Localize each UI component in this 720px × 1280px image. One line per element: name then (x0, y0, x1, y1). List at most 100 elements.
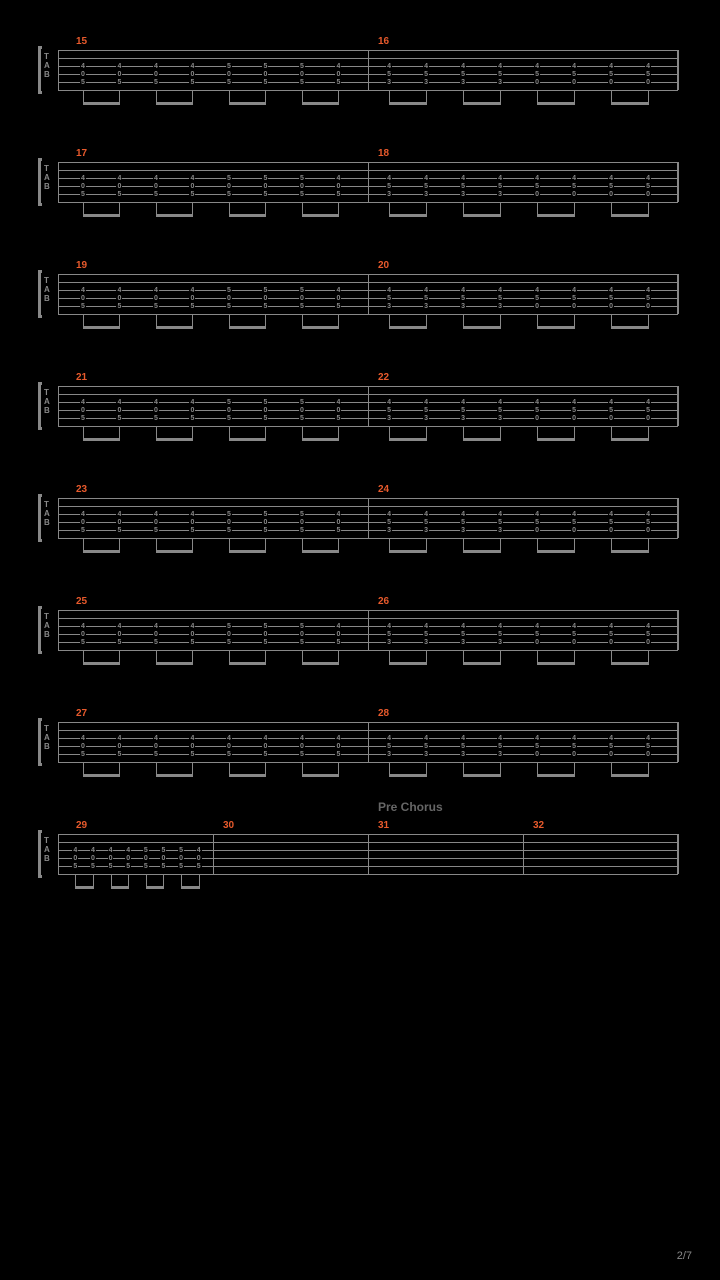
fret-number: 5 (386, 743, 392, 750)
beam (537, 214, 575, 217)
fret-number: 5 (262, 63, 268, 70)
fret-number: 4 (226, 735, 232, 742)
fret-number: 5 (178, 847, 184, 854)
barline (677, 386, 679, 426)
fret-number: 4 (335, 399, 341, 406)
beam (389, 214, 427, 217)
beam (389, 550, 427, 553)
barline (677, 834, 679, 874)
tab-system: 2324TAB405405405405505505505405453453453… (58, 498, 678, 538)
fret-number: 0 (90, 855, 96, 862)
fret-number: 3 (423, 303, 429, 310)
beam (537, 102, 575, 105)
fret-number: 4 (153, 623, 159, 630)
staff-line (58, 314, 678, 315)
staff: TAB4054054054054054054054054534534534534… (58, 722, 678, 762)
fret-number: 5 (189, 79, 195, 86)
fret-number: 4 (386, 63, 392, 70)
beam (463, 102, 501, 105)
barline (368, 610, 369, 650)
fret-number: 5 (226, 303, 232, 310)
beam (302, 214, 340, 217)
fret-number: 4 (153, 175, 159, 182)
fret-number: 5 (497, 743, 503, 750)
fret-number: 0 (299, 631, 305, 638)
fret-number: 5 (116, 527, 122, 534)
beam (156, 662, 194, 665)
barline (677, 610, 679, 650)
fret-number: 5 (80, 191, 86, 198)
fret-number: 0 (226, 407, 232, 414)
staff: TAB4054054054055055055054054534534534534… (58, 50, 678, 90)
fret-number: 0 (534, 415, 540, 422)
fret-number: 0 (608, 751, 614, 758)
fret-number: 5 (125, 863, 131, 870)
beam (463, 550, 501, 553)
fret-number: 4 (90, 847, 96, 854)
fret-number: 5 (226, 63, 232, 70)
tab-clef: TAB (44, 52, 50, 79)
fret-number: 5 (226, 623, 232, 630)
measure-number: 20 (378, 260, 389, 271)
measure-number: 31 (378, 820, 389, 831)
fret-number: 3 (460, 639, 466, 646)
fret-number: 5 (226, 639, 232, 646)
fret-number: 4 (423, 511, 429, 518)
fret-number: 5 (608, 519, 614, 526)
barline (368, 722, 369, 762)
beam (463, 662, 501, 665)
fret-number: 5 (423, 407, 429, 414)
fret-number: 5 (143, 863, 149, 870)
fret-number: 5 (226, 511, 232, 518)
section-label: Pre Chorus (378, 800, 443, 814)
fret-number: 5 (645, 631, 651, 638)
fret-number: 0 (571, 79, 577, 86)
fret-number: 0 (299, 743, 305, 750)
fret-number: 4 (423, 63, 429, 70)
fret-number: 5 (262, 175, 268, 182)
fret-number: 0 (116, 519, 122, 526)
fret-number: 0 (226, 743, 232, 750)
fret-number: 0 (80, 407, 86, 414)
fret-number: 5 (534, 407, 540, 414)
staff-line (58, 202, 678, 203)
beam (537, 550, 575, 553)
beam (611, 550, 649, 553)
fret-number: 0 (189, 743, 195, 750)
fret-number: 0 (645, 79, 651, 86)
fret-number: 5 (497, 183, 503, 190)
beam (611, 214, 649, 217)
fret-number: 5 (571, 519, 577, 526)
fret-number: 0 (571, 527, 577, 534)
fret-number: 5 (153, 751, 159, 758)
fret-number: 0 (534, 639, 540, 646)
fret-number: 3 (497, 415, 503, 422)
fret-number: 5 (460, 519, 466, 526)
fret-number: 0 (226, 295, 232, 302)
beam (389, 662, 427, 665)
beam (229, 550, 267, 553)
fret-number: 4 (571, 287, 577, 294)
fret-number: 4 (645, 399, 651, 406)
fret-number: 0 (116, 631, 122, 638)
fret-number: 0 (335, 631, 341, 638)
fret-number: 5 (460, 183, 466, 190)
fret-number: 0 (262, 519, 268, 526)
fret-number: 0 (80, 71, 86, 78)
fret-number: 3 (497, 191, 503, 198)
fret-number: 3 (460, 79, 466, 86)
fret-number: 4 (571, 511, 577, 518)
beam (83, 214, 121, 217)
fret-number: 4 (116, 623, 122, 630)
fret-number: 0 (571, 639, 577, 646)
fret-number: 3 (460, 191, 466, 198)
fret-number: 0 (608, 639, 614, 646)
beam (537, 326, 575, 329)
fret-number: 4 (386, 175, 392, 182)
tab-system: 1718TAB405405405405505505505405453453453… (58, 162, 678, 202)
fret-number: 3 (386, 527, 392, 534)
beam (83, 550, 121, 553)
staff-line (58, 650, 678, 651)
fret-number: 4 (108, 847, 114, 854)
fret-number: 5 (335, 191, 341, 198)
